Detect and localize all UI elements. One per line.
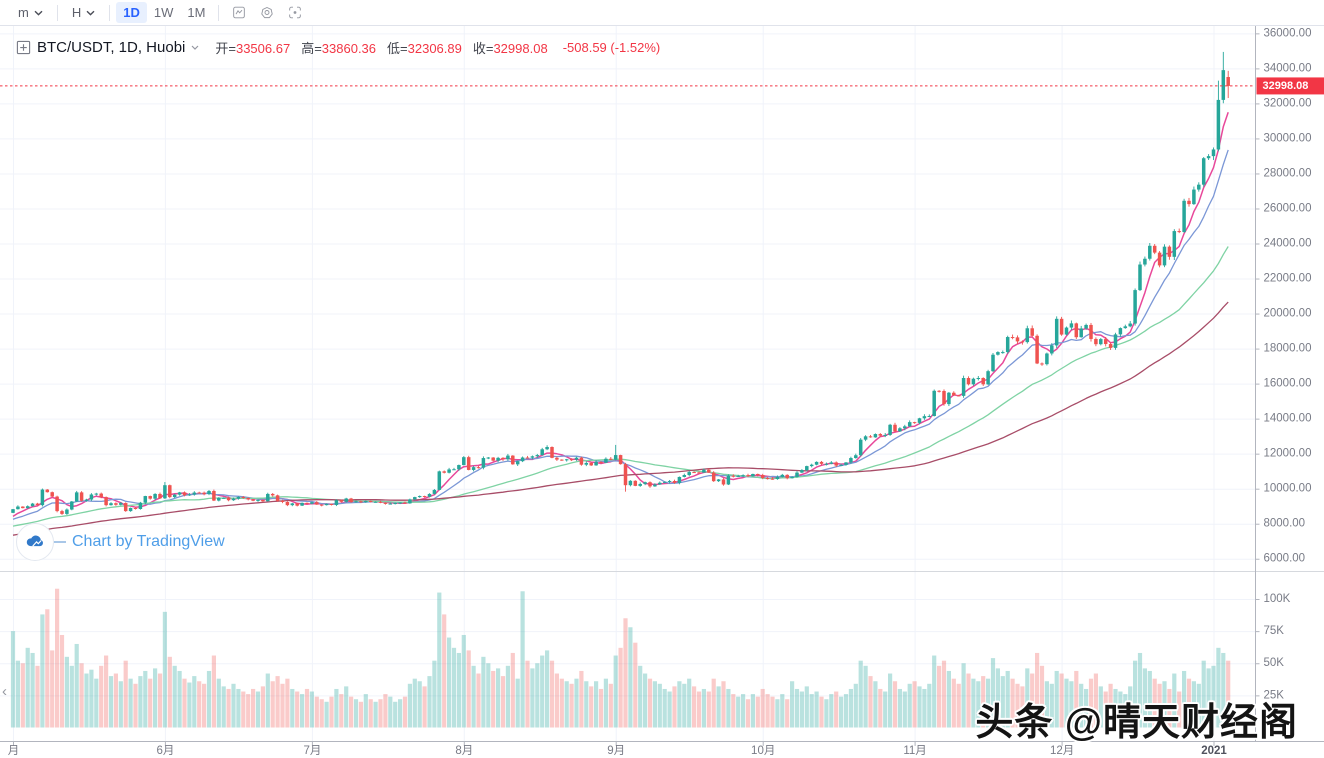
svg-text:12月: 12月 [1050, 745, 1074, 757]
svg-text:2021: 2021 [1201, 745, 1227, 757]
svg-text:32000.00: 32000.00 [1264, 97, 1312, 109]
volume-bars [10, 588, 1231, 728]
svg-text:8月: 8月 [455, 745, 473, 757]
svg-text:9月: 9月 [607, 745, 625, 757]
tradingview-logo [16, 523, 54, 561]
interval-1d-button[interactable]: 1D [116, 2, 147, 23]
symbol-title[interactable]: BTC/USDT, 1D, Huobi [16, 39, 199, 56]
time-axis-labels[interactable]: 月 6月 7月 8月 9月 10月 11月 12月 2021 [8, 742, 1228, 757]
svg-text:16000.00: 16000.00 [1264, 378, 1312, 390]
screenshot-button[interactable] [281, 1, 309, 25]
chart-line-icon [233, 6, 246, 19]
tradingview-attribution[interactable]: Chart by TradingView [16, 523, 225, 561]
svg-text:8000.00: 8000.00 [1264, 518, 1306, 530]
svg-text:100K: 100K [1264, 593, 1291, 605]
svg-text:月: 月 [8, 745, 20, 757]
toutiao-watermark: 头条 @晴天财经阁 [975, 702, 1298, 744]
ohlc-readout: 开=33506.67 高=33860.36 低=32306.89 收=32998… [215, 38, 660, 57]
tradingview-attribution-text: Chart by TradingView [72, 533, 225, 550]
toolbar-separator [218, 4, 220, 21]
svg-text:30000.00: 30000.00 [1264, 132, 1312, 144]
volume-axis-labels: 100K 75K 50K 25K [1255, 593, 1291, 701]
toolbar-separator [56, 4, 58, 21]
ma-30-line [12, 246, 1229, 527]
svg-text:10月: 10月 [751, 745, 775, 757]
pane-collapse-icon[interactable]: ‹ [2, 683, 7, 700]
close-stat: 收=32998.08 [472, 41, 548, 56]
svg-text:11月: 11月 [903, 745, 926, 757]
focus-frame-icon [289, 6, 302, 19]
symbol-name: BTC/USDT, 1D, Huobi [37, 39, 186, 56]
low-stat: 低=32306.89 [387, 41, 462, 56]
interval-1w-button[interactable]: 1W [147, 2, 181, 23]
symbol-legend: BTC/USDT, 1D, Huobi 开=33506.67 高=33860.3… [16, 38, 660, 57]
close-value: 32998.08 [493, 41, 548, 56]
svg-text:20000.00: 20000.00 [1264, 308, 1312, 320]
indicator-template-button[interactable] [253, 1, 281, 25]
svg-text:34000.00: 34000.00 [1264, 62, 1312, 74]
interval-hours-label: H [71, 5, 82, 20]
svg-text:32998.08: 32998.08 [1263, 80, 1309, 92]
ma-lines [12, 112, 1229, 536]
open-stat: 开=33506.67 [215, 41, 291, 56]
svg-text:14000.00: 14000.00 [1264, 413, 1312, 425]
chevron-down-icon [34, 10, 43, 16]
grid-lines [0, 26, 1256, 741]
svg-text:10000.00: 10000.00 [1264, 483, 1312, 495]
svg-text:7月: 7月 [303, 745, 321, 757]
svg-text:12000.00: 12000.00 [1264, 448, 1312, 460]
svg-text:25K: 25K [1264, 689, 1285, 701]
high-stat: 高=33860.36 [301, 41, 377, 56]
svg-text:6000.00: 6000.00 [1264, 553, 1306, 565]
low-value: 32306.89 [407, 41, 462, 56]
last-price-label [1256, 77, 1324, 95]
change-value: -508.59 (-1.52%) [562, 40, 661, 55]
pane-borders [0, 26, 1324, 742]
attribution-dash [54, 541, 66, 543]
svg-text:28000.00: 28000.00 [1264, 167, 1312, 179]
interval-minutes-label: m [18, 5, 29, 20]
toolbar-separator [109, 4, 111, 21]
chart-style-button[interactable] [225, 1, 253, 25]
svg-text:22000.00: 22000.00 [1264, 273, 1312, 285]
high-value: 33860.36 [321, 41, 377, 56]
cloud-icon [26, 535, 43, 547]
interval-1m-button[interactable]: 1M [180, 2, 212, 23]
svg-text:6月: 6月 [156, 745, 174, 757]
candles [11, 51, 1230, 515]
heptagon-circle-icon [261, 6, 274, 19]
price-axis-labels[interactable]: 36000.00 34000.00 32000.00 30000.00 28000.00… [1255, 27, 1312, 565]
svg-text:36000.00: 36000.00 [1264, 27, 1312, 39]
ma-60-line [12, 301, 1229, 536]
open-value: 33506.67 [235, 41, 291, 56]
svg-text:75K: 75K [1264, 625, 1285, 637]
interval-hours-dropdown[interactable]: H [64, 2, 103, 23]
last-price-line: 32998.08 [0, 77, 1324, 95]
svg-text:18000.00: 18000.00 [1264, 343, 1312, 355]
svg-text:26000.00: 26000.00 [1264, 202, 1312, 214]
chevron-down-icon [86, 10, 95, 16]
svg-text:24000.00: 24000.00 [1264, 238, 1312, 250]
chevron-down-icon [191, 45, 199, 50]
svg-text:50K: 50K [1264, 657, 1285, 669]
legend-grid-icon [16, 40, 31, 55]
interval-minutes-dropdown[interactable]: m [10, 2, 51, 23]
top-toolbar: m H 1D 1W 1M [0, 0, 1324, 26]
